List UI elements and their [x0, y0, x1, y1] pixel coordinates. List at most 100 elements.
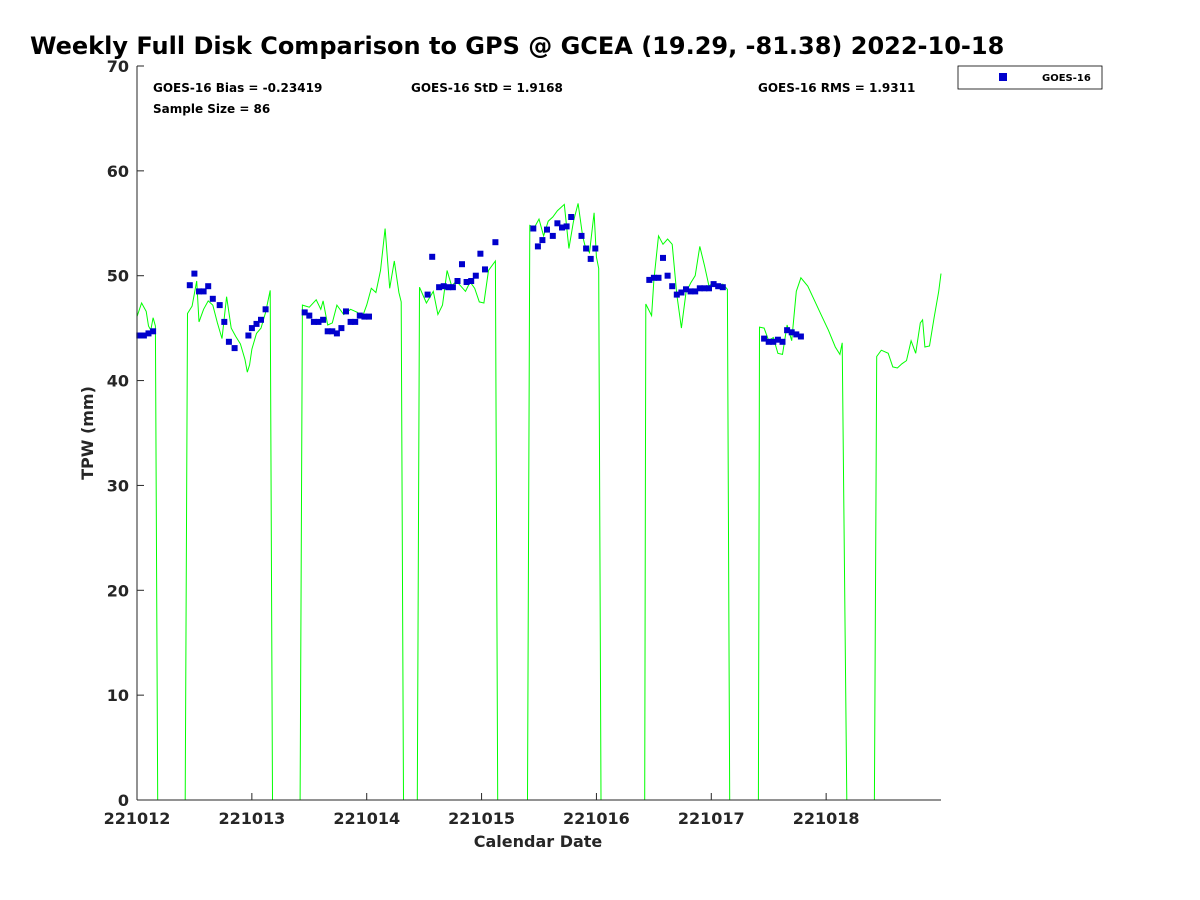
goes16-point	[361, 313, 368, 320]
goes16-point	[315, 318, 322, 325]
goes16-point	[468, 278, 475, 284]
goes16-point	[646, 276, 653, 283]
goes16-point	[664, 272, 671, 279]
goes16-point	[449, 284, 456, 291]
goes16-point	[692, 288, 699, 295]
goes16-point	[352, 318, 359, 325]
goes16-point	[472, 272, 479, 279]
goes16-point	[245, 332, 252, 339]
goes16-point	[454, 278, 461, 284]
y-tick-label: 60	[107, 162, 129, 181]
goes16-point	[136, 332, 143, 339]
goes16-point	[554, 220, 561, 227]
goes16-point	[687, 288, 694, 295]
goes16-point	[650, 274, 657, 281]
goes16-point	[539, 237, 546, 244]
goes16-point	[258, 316, 264, 323]
goes16-point	[583, 245, 590, 252]
goes16-point	[150, 328, 157, 335]
stat-sample-size: Sample Size = 86	[153, 102, 270, 116]
goes16-point	[477, 250, 484, 257]
gps-line-segment	[299, 228, 404, 801]
goes16-point	[463, 279, 470, 285]
stat-rms: GOES-16 RMS = 1.9311	[758, 81, 915, 95]
goes16-point	[715, 283, 722, 290]
legend-box	[957, 65, 1103, 90]
goes16-point	[209, 295, 216, 302]
y-axis-label: TPW (mm)	[78, 386, 97, 480]
goes16-point	[196, 288, 202, 295]
x-tick-label: 221012	[104, 809, 171, 828]
legend: GOES-16	[957, 65, 1103, 90]
axes: 0 10 20 30 40 50 60 70 221012 221013 221014 221015 2…	[104, 57, 941, 828]
goes16-point	[140, 332, 147, 339]
y-tick-label: 70	[107, 57, 129, 76]
goes16-point	[306, 312, 313, 319]
goes16-point	[225, 338, 232, 345]
goes16-point	[436, 284, 443, 291]
goes16-point	[779, 338, 786, 345]
goes16-point	[774, 336, 781, 343]
goes16-point	[205, 283, 212, 290]
goes16-point	[673, 291, 680, 298]
y-tick-label: 30	[107, 476, 129, 495]
goes16-point	[200, 288, 207, 295]
gps-line-segment	[873, 273, 942, 801]
goes16-point	[669, 283, 676, 290]
goes16-point	[660, 254, 666, 261]
goes16-point	[563, 223, 570, 230]
goes16-point	[343, 308, 349, 315]
goes16-point	[549, 232, 556, 239]
goes16-point	[440, 283, 447, 290]
gps-line-segment	[184, 280, 273, 801]
goes16-point	[320, 316, 327, 323]
stat-bias: GOES-16 Bias = -0.23419	[153, 81, 322, 95]
goes16-point	[797, 333, 804, 340]
goes16-point	[544, 226, 550, 233]
goes16-point	[683, 286, 689, 293]
goes16-point	[356, 312, 363, 319]
goes16-point	[761, 335, 768, 342]
goes16-point	[706, 285, 712, 292]
goes16-point	[221, 318, 228, 325]
x-tick-label: 221016	[563, 809, 630, 828]
goes16-point	[568, 214, 575, 220]
x-tick-label: 221018	[793, 809, 860, 828]
goes16-point	[492, 239, 499, 246]
legend-label-goes16: GOES-16	[1042, 73, 1091, 84]
gps-line-segment	[136, 301, 159, 801]
y-tick-label: 20	[107, 581, 129, 600]
gps-line-segment	[527, 203, 602, 801]
x-tick-label: 221014	[333, 809, 400, 828]
goes16-point	[253, 320, 260, 327]
goes16-point	[578, 232, 585, 239]
goes16-point	[424, 291, 431, 298]
chart-title: Weekly Full Disk Comparison to GPS @ GCE…	[30, 32, 1004, 60]
goes16-point	[592, 245, 599, 252]
goes16-point	[559, 224, 565, 231]
stat-std: GOES-16 StD = 1.9168	[411, 81, 563, 95]
goes16-point	[784, 327, 791, 334]
goes16-point	[710, 281, 717, 288]
gps-line-segment	[757, 276, 848, 801]
goes16-point	[145, 330, 152, 337]
goes16-point	[788, 329, 795, 336]
goes16-point	[301, 309, 308, 316]
goes16-point	[459, 261, 465, 268]
gps-line-segment	[644, 234, 731, 801]
goes16-point	[248, 325, 255, 332]
goes16-point	[329, 328, 336, 335]
goes16-point	[655, 274, 662, 281]
goes16-point	[765, 338, 772, 345]
goes16-point	[333, 330, 340, 337]
stats-annotations: GOES-16 Bias = -0.23419 Sample Size = 86…	[153, 81, 915, 116]
x-tick-label: 221013	[218, 809, 285, 828]
goes16-point	[324, 328, 331, 335]
goes16-point	[530, 225, 537, 232]
x-axis-label: Calendar Date	[474, 832, 603, 851]
y-tick-label: 50	[107, 267, 129, 286]
goes16-point	[231, 345, 238, 352]
x-tick-label: 221017	[678, 809, 745, 828]
goes16-point	[366, 313, 372, 320]
